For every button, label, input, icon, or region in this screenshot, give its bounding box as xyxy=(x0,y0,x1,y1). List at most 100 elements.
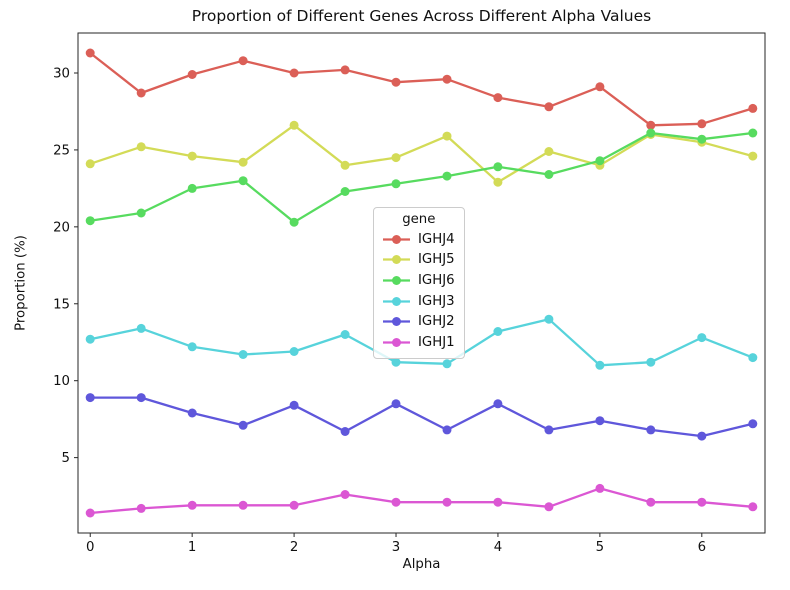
series-line xyxy=(89,124,754,184)
data-point xyxy=(442,171,452,181)
data-point xyxy=(697,333,707,343)
data-point xyxy=(238,157,248,167)
data-point xyxy=(136,142,146,152)
data-point xyxy=(442,425,452,435)
series-line xyxy=(89,52,754,127)
y-tick-label: 5 xyxy=(62,451,70,466)
data-point xyxy=(85,216,95,226)
data-point xyxy=(187,342,197,352)
data-point xyxy=(697,431,707,441)
data-point xyxy=(748,353,758,363)
legend-item-IGHJ5: IGHJ5 xyxy=(383,250,455,271)
data-point xyxy=(391,153,401,163)
y-tick-label: 25 xyxy=(53,143,70,158)
x-tick-label: 2 xyxy=(290,540,298,555)
data-point xyxy=(85,48,95,58)
series-IGHJ1 xyxy=(85,483,758,518)
data-point xyxy=(289,120,299,130)
legend-marker-icon xyxy=(383,275,410,285)
data-point xyxy=(748,419,758,429)
data-point xyxy=(493,162,503,172)
x-tick-label: 4 xyxy=(494,540,502,555)
series-line xyxy=(89,318,754,367)
data-point xyxy=(85,393,95,403)
data-point xyxy=(748,151,758,161)
data-point xyxy=(340,65,350,75)
x-tick-label: 5 xyxy=(596,540,604,555)
data-point xyxy=(493,497,503,507)
x-tick-label: 1 xyxy=(188,540,196,555)
data-point xyxy=(391,497,401,507)
legend: gene IGHJ4 IGHJ5 IGHJ6 IGHJ3 IGHJ2 IGHJ1 xyxy=(373,207,465,359)
data-point xyxy=(442,131,452,141)
data-point xyxy=(238,500,248,510)
data-point xyxy=(391,399,401,409)
legend-item-IGHJ2: IGHJ2 xyxy=(383,311,455,332)
data-point xyxy=(289,347,299,356)
data-point xyxy=(595,360,605,370)
data-point xyxy=(544,314,554,324)
data-point xyxy=(187,500,197,510)
legend-item-IGHJ1: IGHJ1 xyxy=(383,332,455,353)
y-tick-label: 20 xyxy=(53,220,70,235)
data-point xyxy=(85,334,95,344)
legend-label: IGHJ3 xyxy=(418,293,455,309)
data-point xyxy=(136,393,146,403)
y-tick-label: 10 xyxy=(53,374,70,389)
data-point xyxy=(646,425,656,435)
data-point xyxy=(442,359,452,369)
data-point xyxy=(544,147,554,156)
data-point xyxy=(544,170,554,179)
series-IGHJ5 xyxy=(85,120,758,187)
data-point xyxy=(238,176,248,186)
legend-label: IGHJ1 xyxy=(418,334,455,350)
data-point xyxy=(595,156,605,166)
data-point xyxy=(85,159,95,169)
data-point xyxy=(187,151,197,161)
data-point xyxy=(136,88,146,98)
y-tick-label: 15 xyxy=(53,297,70,312)
series-line xyxy=(90,131,753,224)
data-point xyxy=(238,350,248,359)
legend-marker-icon xyxy=(383,234,410,244)
data-point xyxy=(697,134,707,144)
series-IGHJ3 xyxy=(85,314,758,370)
data-point xyxy=(697,497,707,507)
y-axis-label: Proportion (%) xyxy=(13,235,29,331)
legend-item-IGHJ3: IGHJ3 xyxy=(383,291,455,312)
y-tick-label: 30 xyxy=(53,67,70,82)
data-point xyxy=(136,503,146,513)
chart-title: Proportion of Different Genes Across Dif… xyxy=(191,7,652,25)
legend-marker-icon xyxy=(383,317,410,327)
data-point xyxy=(646,128,656,138)
data-point xyxy=(187,408,197,418)
legend-marker-icon xyxy=(383,296,410,306)
legend-label: IGHJ4 xyxy=(418,231,455,247)
data-point xyxy=(493,177,503,187)
data-point xyxy=(289,217,299,227)
data-point xyxy=(340,160,350,170)
data-point xyxy=(238,56,248,66)
legend-marker-icon xyxy=(383,337,410,347)
plot-border xyxy=(77,32,766,534)
data-point xyxy=(493,93,503,103)
legend-item-IGHJ4: IGHJ4 xyxy=(383,229,455,250)
data-point xyxy=(493,399,503,409)
legend-label: IGHJ5 xyxy=(418,252,455,268)
data-point xyxy=(493,327,503,336)
data-point xyxy=(748,502,758,512)
data-point xyxy=(391,357,401,367)
data-point xyxy=(340,490,350,499)
data-point xyxy=(595,416,605,426)
data-point xyxy=(544,425,554,435)
legend-item-IGHJ6: IGHJ6 xyxy=(383,270,455,291)
data-point xyxy=(646,120,656,130)
data-point xyxy=(391,179,401,189)
x-axis-label: Alpha xyxy=(402,557,441,572)
data-point xyxy=(340,187,350,196)
data-point xyxy=(289,68,299,78)
x-axis: 0 1 2 3 4 5 6 xyxy=(86,533,706,555)
data-point xyxy=(136,323,146,333)
